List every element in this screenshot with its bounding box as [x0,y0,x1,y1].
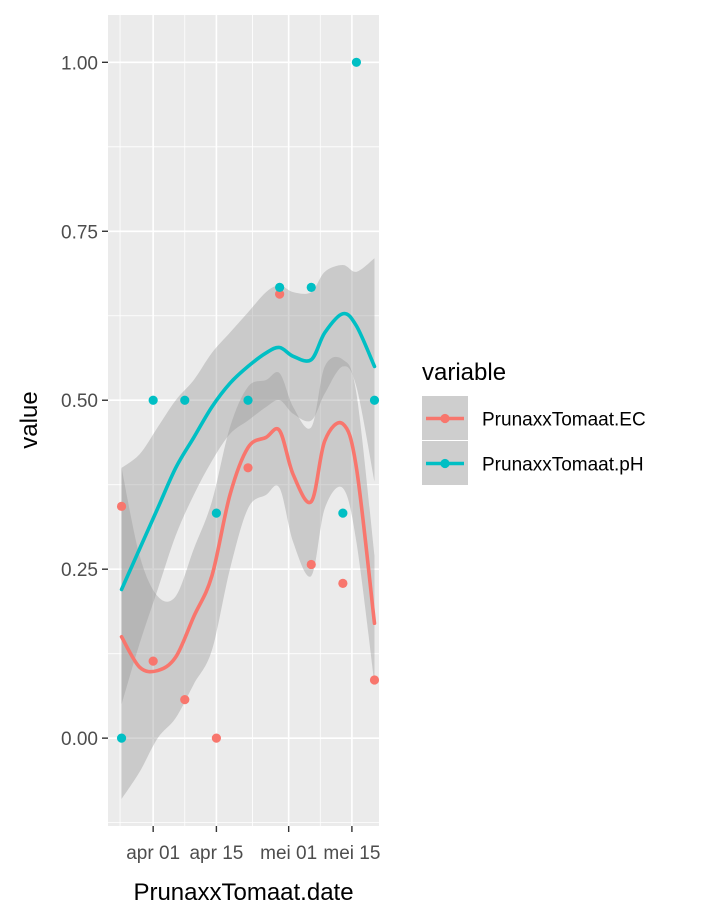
legend-title: variable [422,359,506,386]
smooth-line-prunaxxtomaat-ec [119,420,377,674]
legend-keys: PrunaxxTomaat.EC PrunaxxTomaat.pH [422,396,646,485]
point-prunaxxtomaat-ec [116,501,127,511]
point-prunaxxtomaat-ph [338,508,348,518]
x-axis: apr 01 apr 15 mei 01 mei 15 [126,826,380,864]
point-prunaxxtomaat-ec [338,578,348,588]
point-prunaxxtomaat-ph [116,733,127,743]
smooth-lines [119,311,377,674]
smooth-line-prunaxxtomaat-ph [119,311,377,592]
legend-label-prunaxxtomaat-ph: PrunaxxTomaat.pH [482,455,644,476]
point-prunaxxtomaat-ec [180,695,190,705]
point-prunaxxtomaat-ec [243,463,253,473]
x-tick-label: mei 15 [323,843,380,864]
y-tick-label: 0.25 [61,560,98,581]
point-prunaxxtomaat-ph [211,508,221,518]
confidence-ribbons [121,258,375,799]
point-prunaxxtomaat-ph [306,282,316,292]
x-tick-label: apr 15 [189,843,243,864]
point-prunaxxtomaat-ph [275,282,285,292]
y-tick-label: 0.50 [61,391,98,412]
y-axis: 0.00 0.25 0.50 0.75 1.00 [61,53,108,750]
data-points [116,57,380,743]
legend: variable PrunaxxTomaat.EC PrunaxxTomaat.p… [422,359,646,485]
point-prunaxxtomaat-ec [306,559,316,570]
point-prunaxxtomaat-ph [243,395,253,405]
ribbon-prunaxxtomaat-ec [121,356,375,799]
x-tick-label: mei 01 [260,843,317,864]
point-prunaxxtomaat-ph [180,395,190,405]
y-tick-label: 0.00 [61,729,98,750]
y-tick-label: 0.75 [61,222,98,243]
point-prunaxxtomaat-ph [148,395,158,405]
point-prunaxxtomaat-ph [351,57,362,67]
point-prunaxxtomaat-ec [369,675,380,685]
ribbon-prunaxxtomaat-ph [121,258,375,705]
point-prunaxxtomaat-ec [275,289,285,299]
point-prunaxxtomaat-ec [148,656,158,666]
x-tick-label: apr 01 [126,843,180,864]
legend-label-prunaxxtomaat-ec: PrunaxxTomaat.EC [482,410,646,431]
point-prunaxxtomaat-ec [211,733,221,743]
point-prunaxxtomaat-ph [369,395,380,405]
y-axis-title: value [16,391,43,448]
y-tick-label: 1.00 [61,53,98,74]
x-axis-title: PrunaxxTomaat.date [133,879,353,906]
legend-key-point-prunaxxtomaat-ph [440,458,450,469]
legend-key-point-prunaxxtomaat-ec [440,413,450,424]
